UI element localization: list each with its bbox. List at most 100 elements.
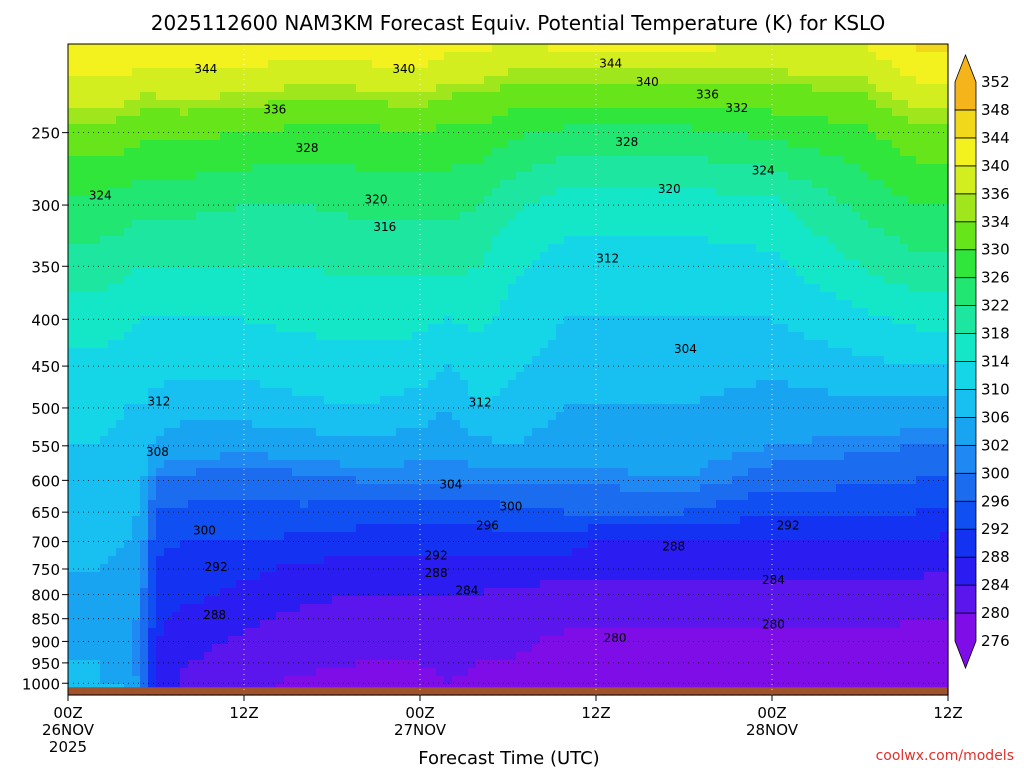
field-cell xyxy=(500,204,509,213)
field-cell xyxy=(116,348,125,357)
field-cell xyxy=(428,60,437,69)
field-cell xyxy=(404,324,413,333)
field-cell xyxy=(324,660,333,669)
field-cell xyxy=(260,108,269,117)
field-cell xyxy=(92,604,101,613)
field-cell xyxy=(300,580,309,589)
field-cell xyxy=(492,108,501,117)
field-cell xyxy=(260,628,269,637)
field-cell xyxy=(196,604,205,613)
field-cell xyxy=(284,556,293,565)
field-cell xyxy=(276,676,285,685)
field-cell xyxy=(284,620,293,629)
field-cell xyxy=(100,332,109,341)
field-cell xyxy=(460,236,469,245)
field-cell xyxy=(236,572,245,581)
field-cell xyxy=(236,204,245,213)
field-cell xyxy=(156,444,165,453)
field-cell xyxy=(268,572,277,581)
field-cell xyxy=(460,532,469,541)
field-cell xyxy=(92,220,101,229)
field-cell xyxy=(84,532,93,541)
field-cell xyxy=(100,100,109,109)
field-cell xyxy=(148,60,157,69)
field-cell xyxy=(388,284,397,293)
field-cell xyxy=(204,68,213,77)
field-cell xyxy=(516,620,525,629)
field-cell xyxy=(220,244,229,253)
field-cell xyxy=(172,292,181,301)
field-cell xyxy=(540,540,549,549)
field-cell xyxy=(340,220,349,229)
field-cell xyxy=(548,332,557,341)
field-cell xyxy=(68,500,77,509)
field-cell xyxy=(388,436,397,445)
field-cell xyxy=(244,500,253,509)
field-cell xyxy=(348,540,357,549)
field-cell xyxy=(340,572,349,581)
field-cell xyxy=(340,156,349,165)
field-cell xyxy=(388,316,397,325)
field-cell xyxy=(76,460,85,469)
field-cell xyxy=(220,524,229,533)
field-cell xyxy=(164,220,173,229)
field-cell xyxy=(116,44,125,53)
field-cell xyxy=(500,372,509,381)
field-cell xyxy=(204,116,213,125)
field-cell xyxy=(508,340,517,349)
field-cell xyxy=(388,84,397,93)
field-cell xyxy=(84,516,93,525)
field-cell xyxy=(508,572,517,581)
field-cell xyxy=(92,580,101,589)
field-cell xyxy=(68,396,77,405)
field-cell xyxy=(412,308,421,317)
field-cell xyxy=(460,220,469,229)
field-cell xyxy=(404,548,413,557)
field-cell xyxy=(132,260,141,269)
field-cell xyxy=(300,356,309,365)
field-cell xyxy=(188,476,197,485)
field-cell xyxy=(300,220,309,229)
field-cell xyxy=(460,660,469,669)
field-cell xyxy=(532,524,541,533)
field-cell xyxy=(340,668,349,677)
field-cell xyxy=(484,524,493,533)
field-cell xyxy=(404,332,413,341)
field-cell xyxy=(340,356,349,365)
field-cell xyxy=(420,172,429,181)
field-cell xyxy=(516,388,525,397)
field-cell xyxy=(516,52,525,61)
field-cell xyxy=(180,364,189,373)
field-cell xyxy=(260,84,269,93)
field-cell xyxy=(132,196,141,205)
field-cell xyxy=(396,284,405,293)
field-cell xyxy=(396,404,405,413)
field-cell xyxy=(180,116,189,125)
field-cell xyxy=(244,364,253,373)
field-cell xyxy=(444,124,453,133)
field-cell xyxy=(252,188,261,197)
field-cell xyxy=(324,596,333,605)
field-cell xyxy=(100,300,109,309)
field-cell xyxy=(100,508,109,517)
field-cell xyxy=(524,308,533,317)
field-cell xyxy=(92,180,101,189)
field-cell xyxy=(364,676,373,685)
field-cell xyxy=(76,436,85,445)
field-cell xyxy=(380,580,389,589)
field-cell xyxy=(524,68,533,77)
field-cell xyxy=(436,548,445,557)
field-cell xyxy=(76,468,85,477)
field-cell xyxy=(244,612,253,621)
field-cell xyxy=(140,260,149,269)
field-cell xyxy=(324,268,333,277)
field-cell xyxy=(412,116,421,125)
field-cell xyxy=(348,420,357,429)
field-cell xyxy=(548,532,557,541)
field-cell xyxy=(516,132,525,141)
field-cell xyxy=(228,540,237,549)
field-cell xyxy=(412,460,421,469)
field-cell xyxy=(356,276,365,285)
field-cell xyxy=(252,476,261,485)
field-cell xyxy=(308,44,317,53)
